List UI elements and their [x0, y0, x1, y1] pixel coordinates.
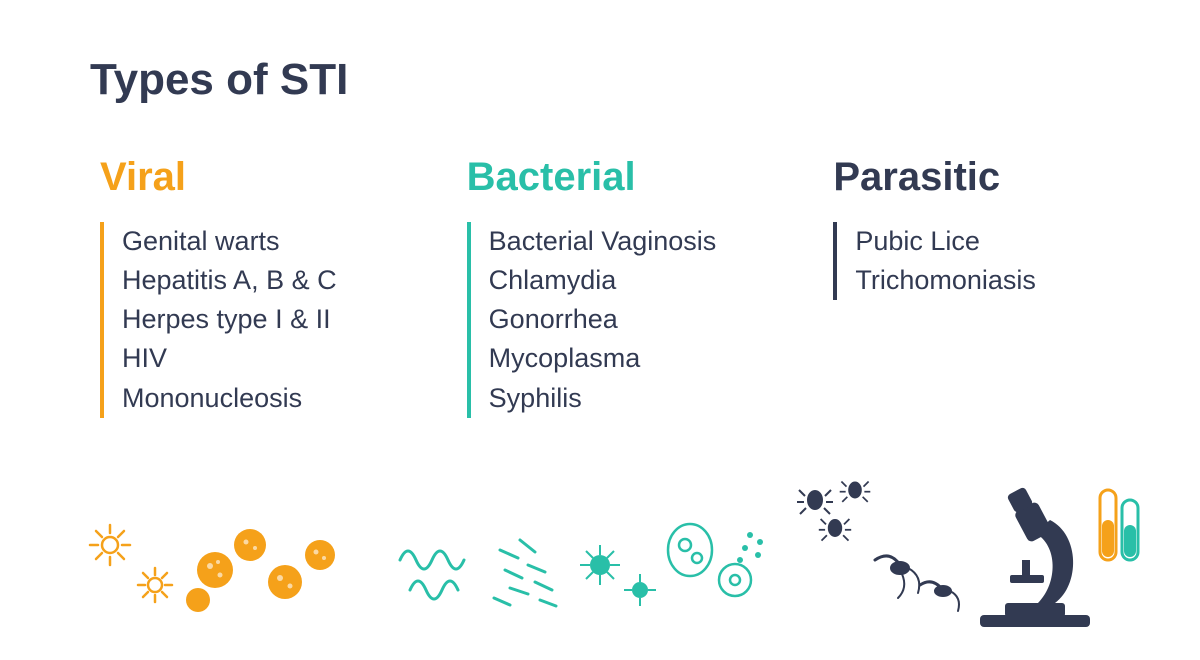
decorative-art-row — [80, 490, 1160, 630]
column-bacterial: Bacterial Bacterial Vaginosis Chlamydia … — [467, 155, 774, 418]
bacteria-icon — [390, 490, 770, 630]
column-viral: Viral Genital warts Hepatitis A, B & C H… — [100, 155, 407, 418]
list-item: Pubic Lice — [855, 222, 1140, 261]
list-item: Mononucleosis — [122, 379, 407, 418]
virus-icon — [80, 490, 380, 630]
column-parasitic: Parasitic Pubic Lice Trichomoniasis — [833, 155, 1140, 418]
list-item: Herpes type I & II — [122, 300, 407, 339]
microscope-icon — [960, 465, 1160, 635]
list-item: Mycoplasma — [489, 339, 774, 378]
parasite-icon — [780, 470, 980, 630]
column-heading-parasitic: Parasitic — [833, 155, 1140, 200]
page-title: Types of STI — [90, 55, 348, 105]
column-heading-bacterial: Bacterial — [467, 155, 774, 200]
column-heading-viral: Viral — [100, 155, 407, 200]
columns-container: Viral Genital warts Hepatitis A, B & C H… — [100, 155, 1140, 418]
list-item: Trichomoniasis — [855, 261, 1140, 300]
list-viral: Genital warts Hepatitis A, B & C Herpes … — [100, 222, 407, 418]
list-item: HIV — [122, 339, 407, 378]
list-item: Genital warts — [122, 222, 407, 261]
list-parasitic: Pubic Lice Trichomoniasis — [833, 222, 1140, 300]
list-item: Hepatitis A, B & C — [122, 261, 407, 300]
list-bacterial: Bacterial Vaginosis Chlamydia Gonorrhea … — [467, 222, 774, 418]
list-item: Bacterial Vaginosis — [489, 222, 774, 261]
list-item: Syphilis — [489, 379, 774, 418]
list-item: Gonorrhea — [489, 300, 774, 339]
list-item: Chlamydia — [489, 261, 774, 300]
